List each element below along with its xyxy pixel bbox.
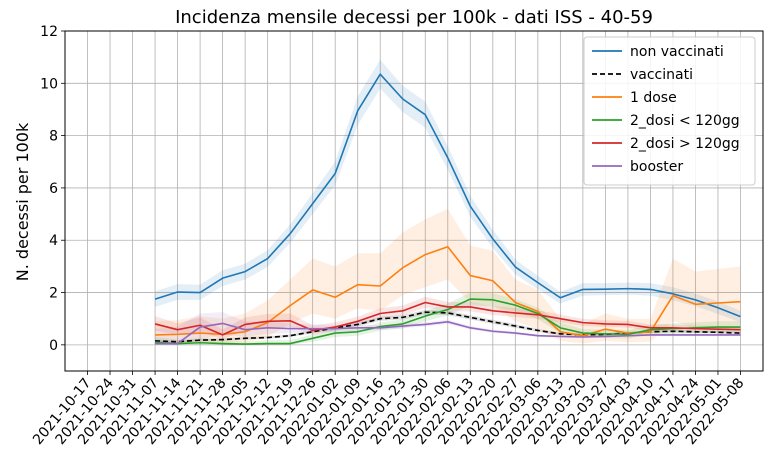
y-tick-label: 8 — [49, 129, 58, 145]
legend-label-1-dose: 1 dose — [630, 90, 677, 106]
legend-label-booster: booster — [630, 159, 683, 175]
y-tick-label: 10 — [40, 76, 58, 92]
x-ticks: 2021-10-172021-10-242021-10-312021-11-07… — [30, 371, 748, 448]
legend-label-vaccinati: vaccinati — [630, 67, 693, 83]
y-tick-label: 12 — [40, 24, 58, 40]
y-axis-label: N. decessi per 100k — [13, 122, 32, 281]
y-tick-label: 4 — [49, 233, 58, 249]
grid — [65, 30, 763, 371]
band-1-dose — [155, 208, 741, 344]
y-tick-label: 6 — [49, 181, 58, 197]
series-lines — [154, 73, 741, 345]
y-ticks: 0 2 4 6 8 10 12 — [40, 24, 65, 354]
legend-label-non-vaccinati: non vaccinati — [630, 44, 724, 60]
y-tick-label: 0 — [49, 338, 58, 354]
legend-label-2-dosi-120gg: 2_dosi > 120gg — [630, 136, 740, 152]
legend-box — [583, 36, 756, 186]
chart-title: Incidenza mensile decessi per 100k - dat… — [175, 7, 653, 28]
y-tick-label: 2 — [49, 286, 58, 302]
plot-frame — [64, 30, 764, 372]
legend-label-2-dosi-120gg: 2_dosi < 120gg — [630, 113, 740, 129]
legend: non vaccinati vaccinati 1 dose 2_dosi < 120… — [583, 36, 756, 186]
